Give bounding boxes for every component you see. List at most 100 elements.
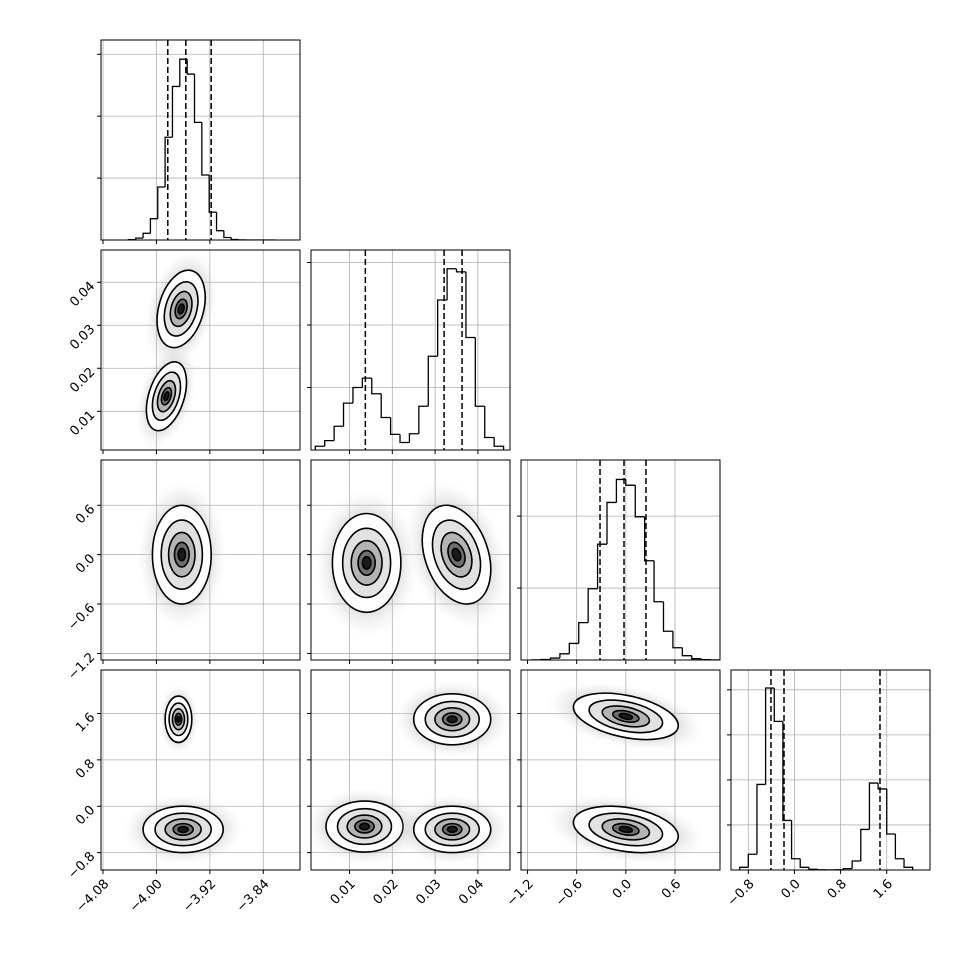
- panel-content: [311, 460, 510, 660]
- histogram-bin: [587, 588, 598, 623]
- histogram-bin: [747, 853, 757, 868]
- histogram-bin: [324, 439, 335, 447]
- histogram-bin: [782, 721, 792, 822]
- density-contour: [451, 547, 462, 562]
- histogram-bin: [157, 186, 166, 219]
- histogram-bin: [455, 268, 466, 273]
- x-tick-label: −3.92: [180, 877, 219, 916]
- histogram-bin: [399, 434, 410, 444]
- histogram-bin: [314, 445, 325, 450]
- histogram-bin: [842, 867, 853, 870]
- histogram-bin: [474, 337, 485, 407]
- histogram-bin: [662, 601, 673, 632]
- histogram-bin: [644, 516, 655, 562]
- panel-frame: [100, 39, 301, 241]
- panel-content: [101, 250, 300, 450]
- histogram-bin: [164, 136, 173, 187]
- panel-frame: [730, 669, 931, 871]
- histogram-bin: [352, 386, 363, 404]
- histogram-bin: [634, 485, 645, 518]
- density-contour: [163, 391, 170, 402]
- y-tick-label: 0.0: [73, 803, 98, 828]
- density-contour: [618, 825, 634, 834]
- panel-content: [311, 670, 510, 870]
- histogram-bin: [493, 437, 505, 450]
- panel-frame: [310, 459, 511, 661]
- x-tick-label: 0.0: [610, 877, 635, 902]
- panel-content: [311, 250, 510, 450]
- histogram-bin: [764, 687, 775, 785]
- histogram-bin: [653, 560, 664, 603]
- panel-content: [521, 460, 720, 660]
- panel-content: [101, 460, 300, 660]
- histogram-bin: [578, 621, 589, 644]
- histogram-bin: [171, 85, 180, 138]
- x-tick-label: −0.8: [725, 877, 758, 910]
- panel-frame: [520, 459, 721, 661]
- histogram-bin: [418, 405, 429, 434]
- histogram-bin: [371, 378, 382, 395]
- y-tick-label: 0.01: [67, 408, 98, 439]
- histogram-bin: [465, 271, 476, 339]
- density-contour: [446, 825, 458, 834]
- panel-content: [101, 40, 300, 240]
- histogram-bin: [886, 788, 896, 835]
- histogram-bin: [672, 631, 683, 649]
- histogram-bin: [860, 828, 870, 861]
- histogram-bin: [408, 433, 419, 443]
- histogram-bin: [215, 212, 224, 232]
- histogram-bin: [559, 653, 570, 659]
- histogram-bin: [756, 783, 766, 855]
- histogram-bin: [333, 425, 344, 441]
- panel-frame: [100, 249, 301, 451]
- y-tick-label: −1.2: [65, 650, 98, 683]
- y-tick-label: 0.0: [73, 551, 98, 576]
- y-tick-label: −0.8: [65, 849, 98, 882]
- histogram-bin: [681, 647, 692, 657]
- histogram-bin: [135, 237, 144, 240]
- density-contour: [177, 547, 187, 562]
- density-contour: [358, 822, 371, 831]
- histogram-bin: [799, 858, 809, 868]
- histogram-bin: [380, 393, 391, 419]
- histogram-bin: [790, 820, 801, 860]
- histogram-bin: [851, 860, 861, 869]
- histogram-bin: [894, 833, 905, 860]
- histogram-bin: [739, 866, 749, 870]
- histogram-bin: [361, 377, 372, 388]
- x-tick-label: −1.2: [504, 877, 537, 910]
- panel-content: [521, 670, 720, 870]
- histogram-bin: [437, 299, 448, 357]
- panel-frame: [310, 249, 511, 451]
- y-tick-label: 0.8: [73, 757, 98, 782]
- x-tick-label: −4.00: [127, 877, 166, 916]
- x-tick-label: 1.6: [871, 877, 896, 902]
- histogram-bin: [868, 782, 879, 830]
- y-tick-label: 0.02: [67, 365, 98, 396]
- x-tick-label: −3.84: [234, 877, 273, 916]
- histogram-bin: [615, 478, 626, 503]
- panel-content: [731, 670, 930, 870]
- y-tick-label: 1.6: [73, 710, 98, 735]
- density-contour: [446, 715, 458, 724]
- x-tick-label: 0.8: [825, 877, 850, 902]
- histogram-bin: [625, 479, 636, 486]
- density-contour: [175, 715, 181, 723]
- histogram-bin: [230, 237, 239, 240]
- histogram-bin: [389, 417, 401, 436]
- density-contour: [361, 555, 372, 570]
- x-tick-label: −4.08: [74, 877, 113, 916]
- x-tick-label: 0.01: [328, 877, 359, 908]
- panel-frame: [100, 459, 301, 661]
- histogram-bin: [142, 232, 151, 239]
- panel-frame: [100, 669, 301, 871]
- histogram-bin: [877, 783, 887, 790]
- histogram-bin: [606, 501, 617, 545]
- y-tick-label: 0.04: [67, 279, 98, 310]
- histogram-bin: [568, 642, 579, 654]
- panel-frame: [520, 669, 721, 871]
- x-tick-label: 0.6: [659, 877, 684, 902]
- histogram-bin: [427, 355, 438, 407]
- histogram-bin: [691, 655, 702, 660]
